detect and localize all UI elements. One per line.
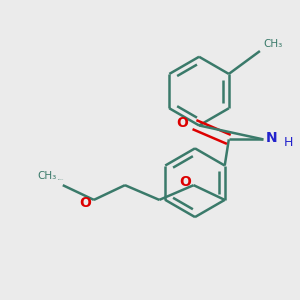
Text: H: H [284,136,293,149]
Text: O: O [176,116,188,130]
Text: O: O [179,175,191,189]
Text: CH₃: CH₃ [263,39,282,50]
Text: methoxy: methoxy [58,179,64,180]
Text: N: N [266,131,277,145]
Text: O: O [80,196,92,210]
Text: CH₃: CH₃ [37,171,56,181]
